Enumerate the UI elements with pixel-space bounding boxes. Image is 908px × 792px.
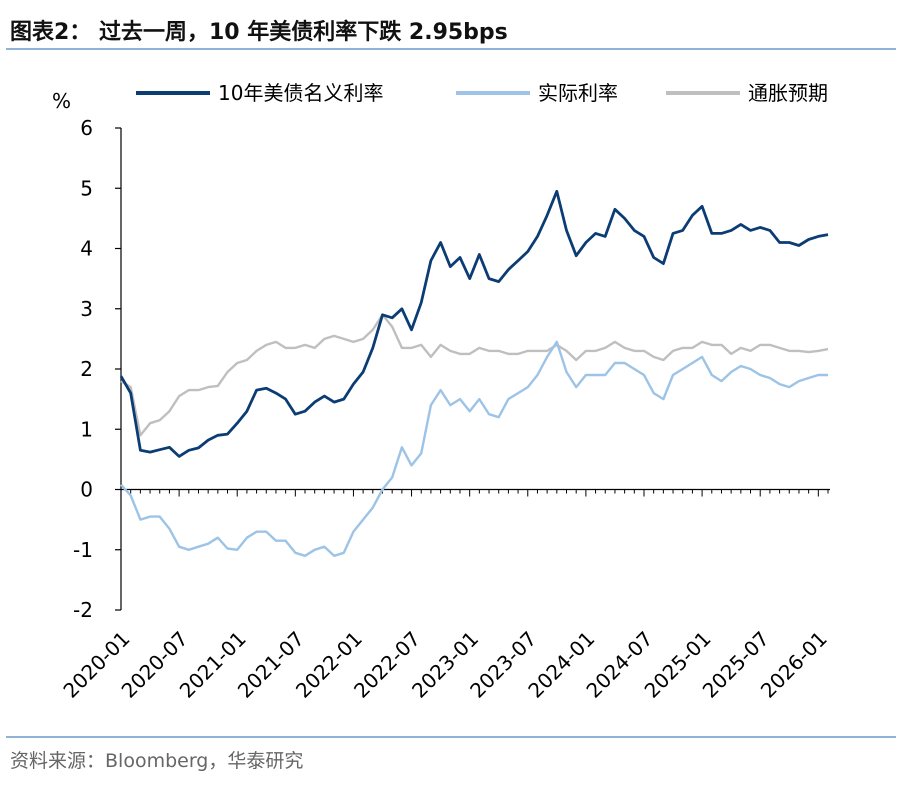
x-axis: 2020-012020-072021-012021-072022-012022-…	[58, 488, 832, 703]
y-tick-label: 6	[80, 116, 93, 140]
y-axis-unit-label: %	[52, 89, 71, 113]
y-tick-label: -2	[73, 598, 93, 622]
y-tick-label: 1	[80, 417, 93, 441]
legend: 10年美债名义利率 实际利率 通胀预期	[136, 81, 828, 105]
series-lines	[119, 189, 829, 557]
y-tick-label: 3	[80, 297, 93, 321]
series-line-breakeven	[120, 313, 829, 437]
legend-label-real: 实际利率	[538, 81, 618, 105]
title-divider	[6, 48, 896, 50]
y-tick-label: 5	[80, 176, 93, 200]
y-tick-label: 0	[80, 478, 93, 502]
line-chart: 10年美债名义利率 实际利率 通胀预期 % 6 5 4 3 2 1 0 -1 -2 2020-0…	[52, 81, 832, 703]
footer-divider	[6, 736, 896, 738]
legend-label-breakeven: 通胀预期	[748, 81, 828, 105]
y-tick-label: 2	[80, 357, 93, 381]
y-tick-label: 4	[80, 237, 93, 261]
y-axis: 6 5 4 3 2 1 0 -1 -2	[73, 116, 122, 622]
legend-label-nominal: 10年美债名义利率	[218, 81, 383, 105]
y-tick-label: -1	[73, 538, 93, 562]
chart-title: 图表2： 过去一周，10 年美债利率下跌 2.95bps	[10, 20, 508, 45]
source-note: 资料来源：Bloomberg，华泰研究	[10, 750, 304, 772]
series-line-real	[120, 340, 828, 557]
series-line-nominal	[119, 189, 829, 458]
